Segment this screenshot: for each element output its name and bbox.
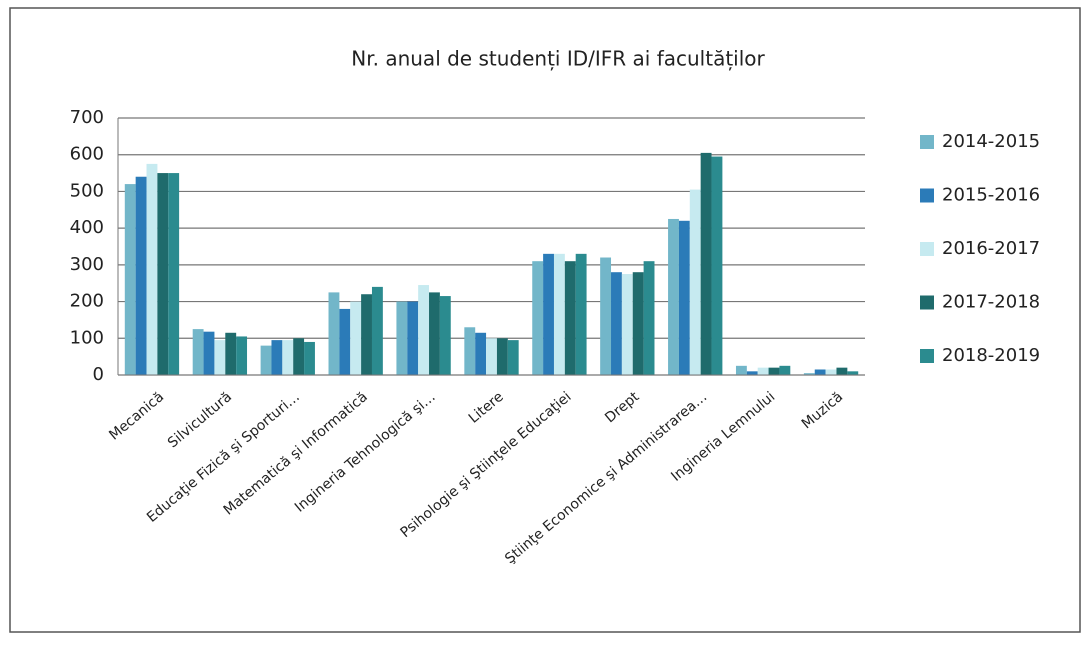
bar — [600, 257, 612, 375]
bar — [757, 367, 769, 375]
bar — [225, 332, 237, 375]
bar — [553, 253, 565, 375]
legend-swatch — [920, 242, 934, 256]
bar — [689, 189, 701, 375]
legend-swatch — [920, 188, 934, 203]
bar — [746, 371, 758, 375]
bar — [575, 253, 587, 375]
legend-label: 2014-2015 — [942, 131, 1040, 152]
bar — [304, 341, 315, 375]
bar — [825, 369, 837, 375]
bar — [486, 338, 497, 375]
bar — [328, 292, 340, 375]
bar — [339, 308, 351, 375]
bar — [643, 261, 655, 375]
bar — [396, 301, 408, 375]
bar — [157, 173, 169, 375]
bar — [464, 327, 476, 375]
legend-label: 2017-2018 — [942, 292, 1040, 313]
bar — [678, 220, 690, 375]
bar — [192, 329, 204, 375]
legend-label: 2018-2019 — [942, 345, 1040, 366]
bar — [407, 301, 419, 375]
bar — [668, 218, 679, 375]
legend-label: 2015-2016 — [942, 185, 1040, 206]
bar — [361, 294, 372, 375]
bar — [621, 274, 633, 375]
bar — [803, 373, 815, 375]
bar — [632, 272, 644, 375]
bar — [168, 173, 180, 375]
bar — [543, 253, 554, 375]
bar — [564, 261, 576, 375]
bar — [711, 156, 723, 375]
legend-swatch — [920, 295, 934, 310]
bar — [611, 272, 622, 375]
bar — [439, 296, 451, 375]
bar — [203, 331, 215, 375]
bar — [271, 340, 283, 375]
bar — [282, 340, 294, 375]
bar — [814, 369, 826, 375]
bar — [768, 367, 780, 375]
bar — [236, 336, 248, 375]
y-tick-label: 600 — [70, 144, 104, 165]
legend-label: 2016-2017 — [942, 238, 1040, 259]
bar — [293, 338, 305, 375]
legend-swatch — [920, 349, 934, 363]
bar — [135, 176, 147, 375]
y-tick-label: 500 — [70, 180, 104, 201]
bar — [418, 285, 430, 375]
bar — [847, 371, 859, 375]
y-tick-label: 300 — [70, 254, 104, 275]
y-tick-label: 200 — [70, 291, 104, 312]
bar — [779, 365, 791, 375]
y-tick-label: 0 — [93, 364, 104, 385]
bar — [475, 332, 487, 375]
bar — [350, 301, 362, 375]
bar — [532, 261, 544, 375]
bar — [836, 367, 848, 375]
bar — [146, 163, 158, 375]
legend-swatch — [920, 135, 934, 149]
bar — [735, 365, 747, 375]
bar — [507, 340, 519, 375]
bar — [429, 292, 440, 375]
bar — [124, 184, 136, 375]
bar — [260, 345, 272, 375]
bar — [214, 340, 226, 375]
bar — [700, 152, 712, 375]
bar — [371, 286, 383, 375]
chart-title: Nr. anual de studenți ID/IFR ai facultăț… — [351, 47, 765, 71]
y-tick-label: 700 — [70, 107, 104, 128]
bar — [496, 338, 508, 375]
y-tick-label: 400 — [70, 217, 104, 238]
y-tick-label: 100 — [70, 327, 104, 348]
